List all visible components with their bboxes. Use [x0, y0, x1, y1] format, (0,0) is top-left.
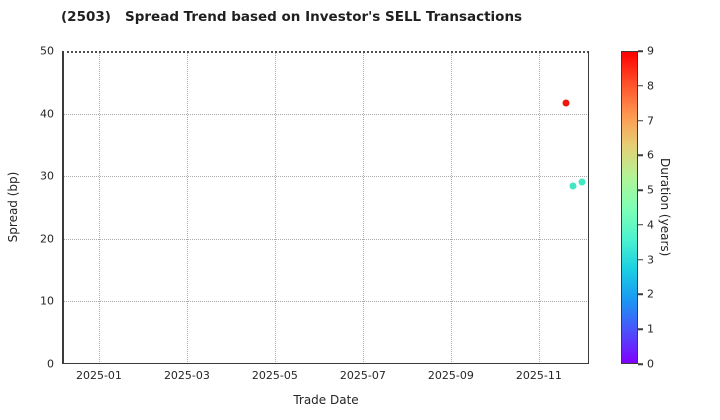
y-tick-label: 40 [40, 107, 54, 121]
y-tick-label: 30 [40, 169, 54, 183]
x-gridline [362, 51, 364, 364]
y-tick-label: 10 [40, 294, 54, 308]
x-gridline [186, 51, 188, 364]
colorbar-tick [638, 50, 643, 52]
y-gridline [62, 238, 589, 240]
scatter-point [569, 182, 577, 190]
colorbar-gradient [621, 51, 638, 364]
x-tick-label: 2025-11 [515, 369, 562, 382]
colorbar-tick-label: 9 [647, 44, 654, 58]
scatter-point [562, 99, 570, 107]
colorbar-tick-label: 1 [647, 322, 654, 336]
x-tick-label: 2025-01 [75, 369, 122, 382]
x-gridline [450, 51, 452, 364]
colorbar-tick [638, 328, 643, 330]
x-gridline [538, 51, 540, 364]
colorbar-tick-label: 4 [647, 218, 654, 232]
colorbar-tick [638, 85, 643, 87]
y-gridline [62, 301, 589, 303]
y-gridline [62, 113, 589, 115]
colorbar-tick [638, 224, 643, 226]
colorbar-tick-label: 5 [647, 183, 654, 197]
y-gridline [62, 176, 589, 178]
x-tick-label: 2025-07 [339, 369, 386, 382]
colorbar-tick [638, 154, 643, 157]
colorbar-label: Duration (years) [658, 158, 672, 257]
x-gridline [274, 51, 276, 364]
colorbar-tick-label: 2 [647, 287, 654, 301]
colorbar-tick [638, 119, 643, 122]
colorbar-tick [638, 189, 643, 191]
colorbar-tick-label: 8 [647, 79, 654, 93]
x-axis-label: Trade Date [293, 393, 359, 407]
y-tick-label: 20 [40, 232, 54, 246]
y-tick-label: 0 [47, 357, 54, 371]
chart-title: (2503) Spread Trend based on Investor's … [61, 9, 523, 25]
colorbar-tick-label: 0 [647, 357, 654, 371]
colorbar-tick [638, 258, 643, 261]
scatter-point [578, 178, 586, 186]
colorbar-tick [638, 293, 643, 296]
x-tick-label: 2025-05 [251, 369, 298, 382]
plot-right-spine [587, 51, 589, 364]
colorbar-tick-label: 6 [647, 148, 654, 162]
plot-top-spine [62, 51, 589, 53]
x-gridline [98, 51, 100, 364]
plot-area [62, 51, 589, 364]
plot-left-spine [62, 51, 64, 364]
x-tick-label: 2025-03 [163, 369, 210, 382]
colorbar-tick-label: 3 [647, 253, 654, 267]
x-tick-label: 2025-09 [427, 369, 474, 382]
colorbar-tick [638, 363, 643, 365]
plot-bottom-spine [62, 362, 589, 364]
y-tick-label: 50 [40, 44, 54, 58]
colorbar-tick-label: 7 [647, 114, 654, 128]
